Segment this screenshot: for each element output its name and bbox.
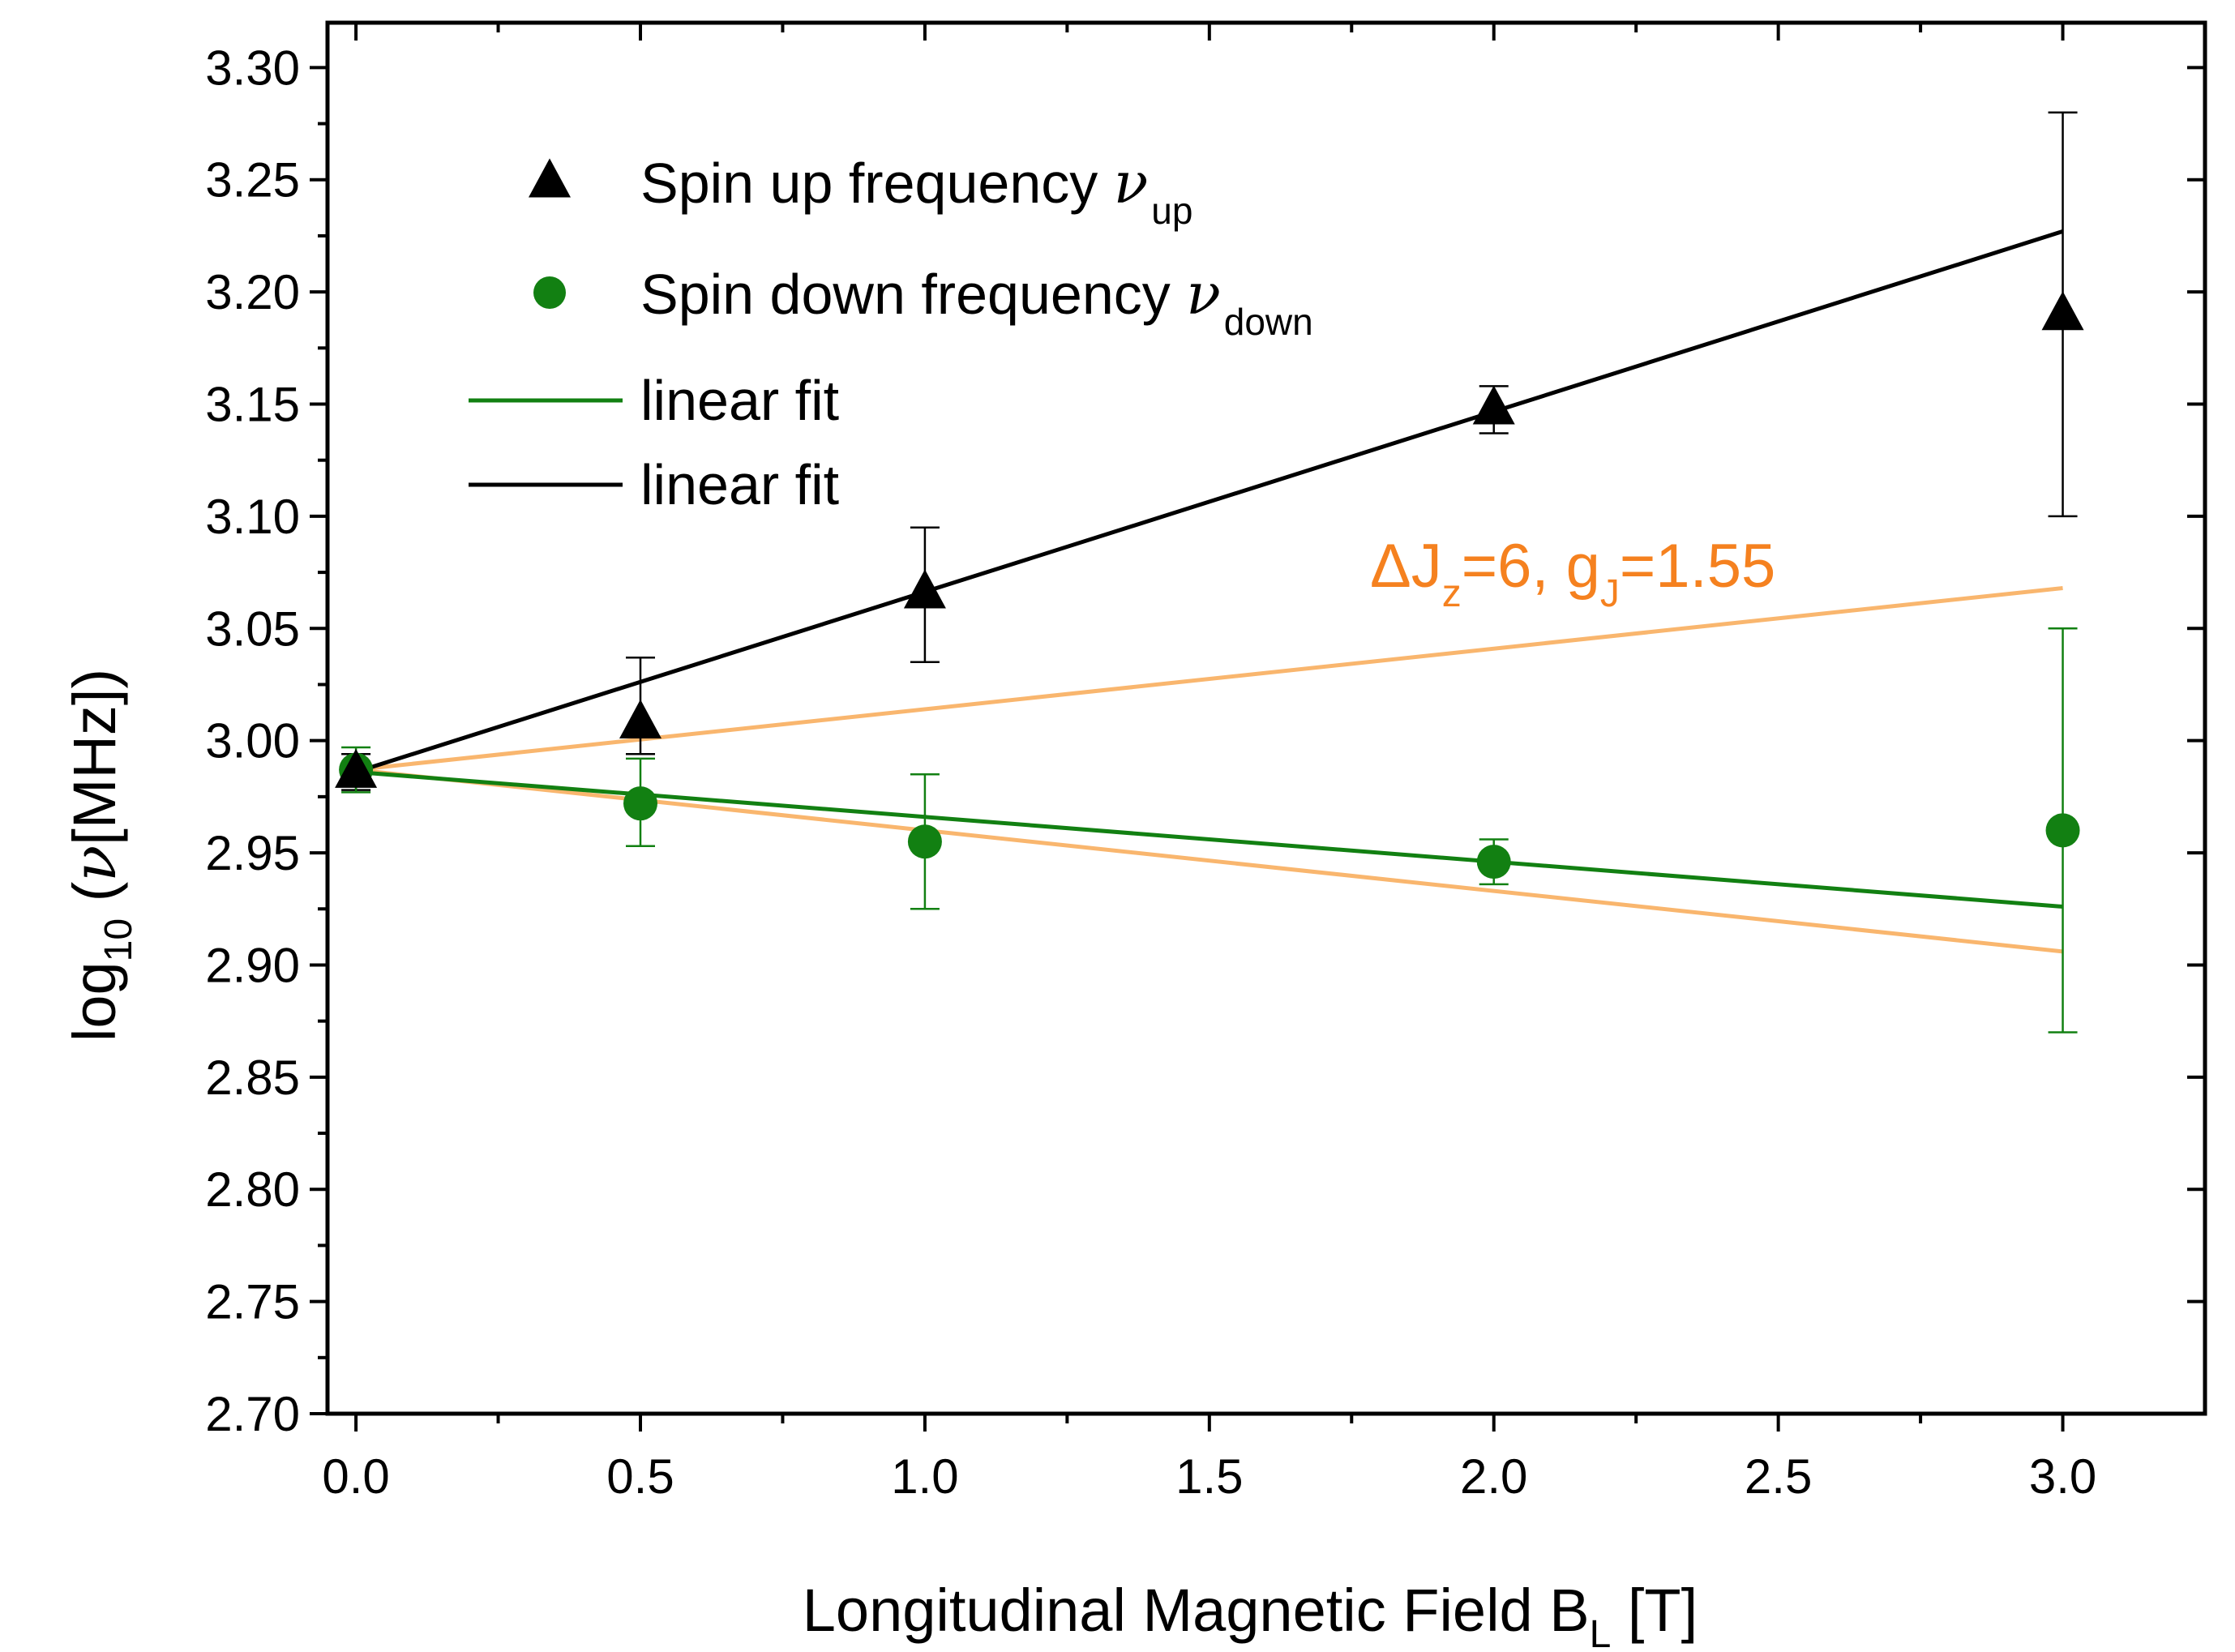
fit-line (355, 769, 2063, 909)
y-tick-label: 3.05 (205, 601, 300, 656)
y-axis-title: log10 (ν[MHz]) (60, 669, 140, 1042)
y-tick-label: 2.70 (205, 1387, 300, 1441)
y-tick-label: 3.25 (205, 153, 300, 208)
annotation-text: ΔJz=6, gJ=1.55 (1370, 532, 1775, 615)
y-tick-label: 3.15 (205, 378, 300, 432)
x-tick-label: 2.0 (1460, 1449, 1527, 1504)
point-spin-down (623, 786, 657, 821)
error-bars (341, 111, 2078, 1034)
point-spin-up (1472, 385, 1515, 425)
x-tick-label: 0.0 (322, 1449, 389, 1504)
point-spin-up (619, 699, 662, 739)
point-spin-down (1476, 845, 1511, 879)
legend: Spin up frequency νup Spin down frequency… (469, 150, 1313, 516)
legend-marker-spin-up (529, 158, 571, 198)
x-tick-label: 2.5 (1745, 1449, 1812, 1504)
y-tick-label: 2.85 (205, 1051, 300, 1105)
plot-frame (325, 20, 2207, 1416)
legend-marker-spin-down (533, 276, 566, 309)
x-tick-label: 1.5 (1175, 1449, 1243, 1504)
model-line (355, 768, 2063, 954)
fit-lines (355, 229, 2064, 954)
point-spin-up (2041, 291, 2084, 331)
point-spin-down (2045, 813, 2080, 848)
y-tick-label: 2.80 (205, 1162, 300, 1217)
point-spin-up (335, 748, 378, 788)
x-axis-title: Longitudinal Magnetic Field BL [T] (803, 1577, 1698, 1652)
y-tick-label: 3.20 (205, 265, 300, 319)
legend-label: Spin down frequency νdown (640, 261, 1313, 343)
annotation: ΔJz=6, gJ=1.55 (1370, 532, 1775, 615)
point-spin-down (907, 824, 942, 859)
data-points (335, 291, 2084, 879)
legend-label: linear fit (640, 453, 839, 516)
point-spin-up (903, 569, 946, 609)
y-tick-label: 2.90 (205, 938, 300, 992)
y-tick-label: 3.30 (205, 41, 300, 95)
x-tick-label: 3.0 (2029, 1449, 2096, 1504)
model-line (355, 585, 2063, 773)
axes (310, 20, 2207, 1432)
y-tick-label: 2.95 (205, 826, 300, 880)
y-tick-label: 2.75 (205, 1275, 300, 1329)
y-tick-label: 3.10 (205, 490, 300, 544)
x-tick-label: 0.5 (606, 1449, 674, 1504)
legend-label: Spin up frequency νup (640, 150, 1192, 232)
x-tick-label: 1.0 (891, 1449, 958, 1504)
legend-label: linear fit (640, 369, 839, 432)
tick-labels: 2.70 2.75 2.80 2.85 2.90 2.95 3.00 3.05 3.10 3.15… (205, 41, 2096, 1504)
y-tick-label: 3.00 (205, 714, 300, 768)
